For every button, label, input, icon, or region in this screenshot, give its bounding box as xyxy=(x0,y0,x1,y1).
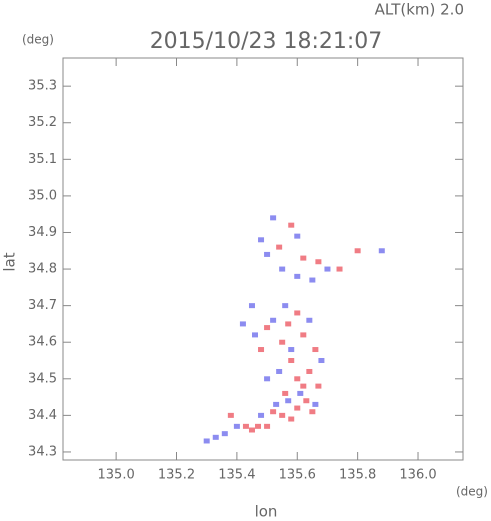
echo-point xyxy=(239,321,246,327)
y-tick-label: 34.3 xyxy=(28,444,57,459)
echo-point xyxy=(276,244,283,250)
echo-point xyxy=(288,347,295,353)
echo-point xyxy=(300,255,307,261)
y-tick-label: 34.6 xyxy=(28,335,57,350)
echo-point xyxy=(303,398,310,404)
y-tick-label: 35.0 xyxy=(28,188,57,203)
echo-point xyxy=(300,332,307,338)
echo-point xyxy=(315,259,322,265)
y-tick-label: 34.4 xyxy=(28,408,57,423)
echo-point xyxy=(270,215,277,221)
echo-point xyxy=(248,303,255,309)
echo-point xyxy=(282,390,289,396)
y-unit: (deg) xyxy=(22,33,54,47)
x-tick-label: 135.4 xyxy=(218,468,255,483)
echo-point xyxy=(318,358,325,364)
echo-point xyxy=(294,310,301,316)
y-tick-label: 35.2 xyxy=(28,115,57,130)
echo-point xyxy=(264,325,271,331)
echo-point xyxy=(255,423,262,429)
echo-point xyxy=(378,248,385,254)
echo-point xyxy=(294,405,301,411)
echo-point xyxy=(248,427,255,433)
echo-point xyxy=(264,376,271,382)
y-tick-label: 35.3 xyxy=(28,79,57,94)
echo-point xyxy=(252,332,258,338)
echo-point xyxy=(354,248,361,254)
x-tick-label: 136.0 xyxy=(399,468,436,483)
echo-point xyxy=(306,368,313,374)
echo-point xyxy=(276,368,283,374)
x-axis-label: lon xyxy=(255,503,278,521)
echo-point xyxy=(315,383,322,389)
echo-point xyxy=(309,277,316,283)
y-tick-label: 34.9 xyxy=(28,225,57,240)
echo-point xyxy=(258,412,265,418)
echo-point xyxy=(300,383,307,389)
x-tick-label: 135.8 xyxy=(339,468,376,483)
echo-point xyxy=(294,273,301,279)
y-tick-label: 35.1 xyxy=(28,152,57,167)
echo-point xyxy=(270,317,277,323)
echo-point xyxy=(273,401,280,407)
y-tick-label: 34.7 xyxy=(28,298,57,313)
echo-point xyxy=(324,266,331,272)
echo-point xyxy=(279,266,286,272)
plot-frame xyxy=(62,57,464,461)
echo-point xyxy=(285,321,292,327)
echo-point xyxy=(306,317,313,323)
x-tick-label: 135.6 xyxy=(279,468,316,483)
echo-point xyxy=(212,434,219,440)
echo-point xyxy=(294,376,301,382)
echo-point xyxy=(270,409,277,415)
echo-point xyxy=(282,303,289,309)
y-axis-label: lat xyxy=(1,252,19,271)
x-tick-label: 135.2 xyxy=(158,468,195,483)
altitude-label: ALT(km) 2.0 xyxy=(375,1,464,19)
echo-point xyxy=(203,438,210,444)
chart-title: 2015/10/23 18:21:07 xyxy=(150,29,383,54)
echo-point xyxy=(227,412,234,418)
echo-point xyxy=(336,266,343,272)
echo-point xyxy=(264,423,271,429)
echo-point xyxy=(258,347,265,353)
echo-point xyxy=(264,251,271,257)
echo-point xyxy=(312,347,319,353)
echo-point xyxy=(288,416,295,422)
echo-point xyxy=(233,423,240,429)
echo-point xyxy=(294,233,301,239)
echo-point xyxy=(288,222,295,228)
echo-point xyxy=(297,390,304,396)
echo-point xyxy=(242,423,249,429)
y-tick-label: 34.8 xyxy=(28,262,57,277)
x-unit: (deg) xyxy=(456,485,488,499)
echo-point xyxy=(258,237,265,243)
echo-point xyxy=(279,412,286,418)
echo-point xyxy=(279,339,286,345)
echo-point xyxy=(285,398,292,404)
echo-point xyxy=(221,431,228,437)
echo-point xyxy=(288,358,295,364)
y-tick-label: 34.5 xyxy=(28,371,57,386)
echo-point xyxy=(312,401,319,407)
x-tick-label: 135.0 xyxy=(98,468,135,483)
echo-point xyxy=(309,409,316,415)
